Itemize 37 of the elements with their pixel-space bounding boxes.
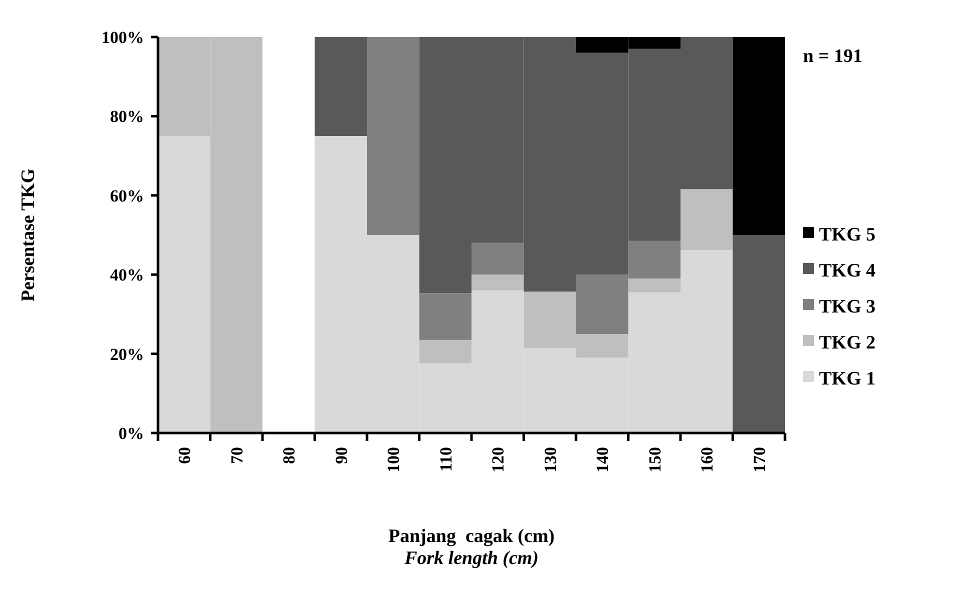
y-tick-label: 40% <box>110 266 144 285</box>
x-tick-label: 150 <box>645 447 664 472</box>
legend-label: TKG 2 <box>819 332 876 354</box>
y-tick-label: 0% <box>118 424 144 443</box>
x-tick-label: 130 <box>540 447 560 472</box>
bar <box>732 37 785 235</box>
legend-label: TKG 4 <box>819 260 876 282</box>
y-tick-label: 60% <box>110 186 144 206</box>
y-tick-label: 80% <box>110 107 144 126</box>
x-tick-label: 100 <box>384 447 404 472</box>
bar <box>472 274 524 290</box>
x-tick-label: 140 <box>593 447 612 472</box>
x-tick-label: 70 <box>227 447 246 464</box>
text: n = 191 <box>803 46 862 67</box>
x-tick-label: 170 <box>750 447 769 472</box>
x-tick-label: 90 <box>332 447 351 464</box>
x-tick-label: 110 <box>436 447 456 472</box>
x-tick-label: 160 <box>698 447 717 472</box>
bar <box>472 242 524 275</box>
legend-label: TKG 1 <box>819 368 876 390</box>
bar <box>419 293 472 340</box>
x-axis-title: Panjang cagak (cm) Fork length (cm) <box>388 526 555 569</box>
y-tick-label: 20% <box>110 344 144 364</box>
bar <box>158 136 210 433</box>
bar <box>680 189 733 250</box>
bar <box>367 37 420 235</box>
x-tick-label: 80 <box>280 447 299 464</box>
x-tick-label: 120 <box>488 447 508 472</box>
bar <box>314 37 367 136</box>
y-tick-label: 100% <box>102 28 144 47</box>
legend-label: TKG 3 <box>819 296 876 318</box>
y-axis-title: Persentase TKG <box>18 168 39 302</box>
bar <box>628 278 680 292</box>
legend-label: TKG 5 <box>819 224 876 246</box>
x-tick-label: 60 <box>175 447 194 464</box>
bar <box>419 340 472 364</box>
bar <box>732 235 785 433</box>
